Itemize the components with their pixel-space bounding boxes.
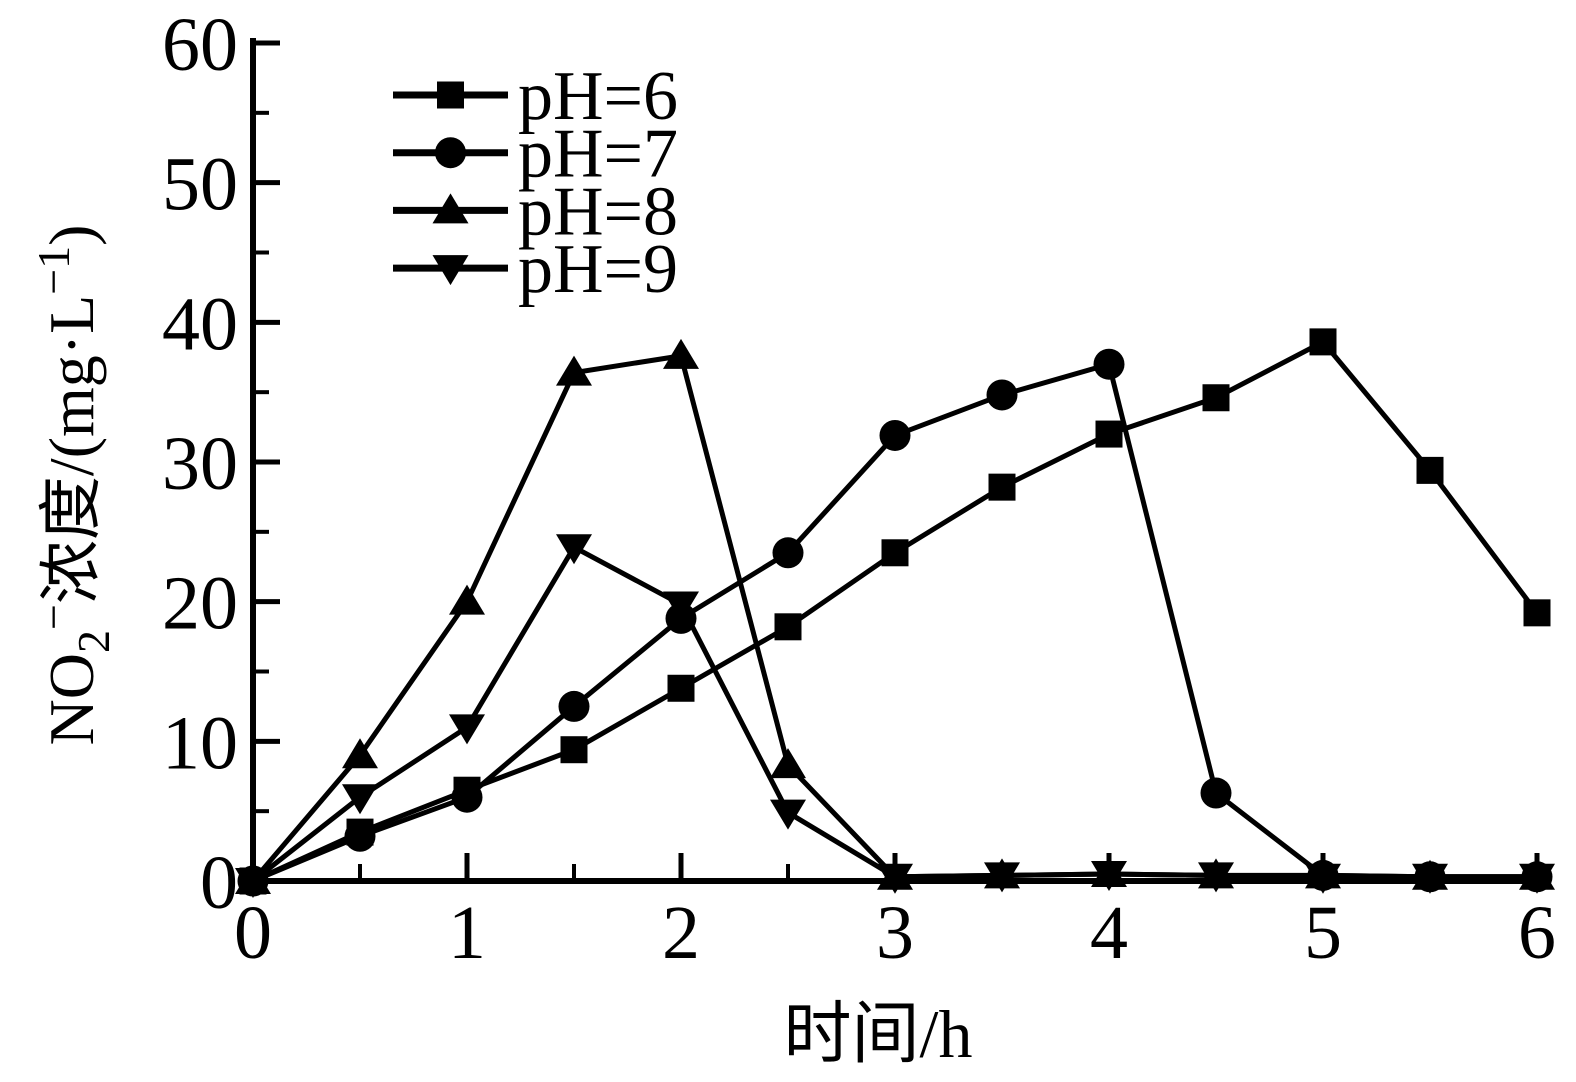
y-tick-label: 50 [162,143,238,227]
legend-label-pH=7: pH=7 [518,116,678,193]
marker-square [1416,456,1444,484]
marker-triangle-down [235,868,271,898]
marker-square [1523,599,1551,627]
marker-triangle-down [556,534,592,565]
marker-circle [344,820,376,852]
marker-triangle-down [1305,863,1341,894]
marker-square [774,613,802,641]
marker-triangle-up [663,338,699,369]
legend-label-pH=9: pH=9 [518,231,678,308]
legend-marker-square [437,81,464,109]
x-tick-label: 5 [1304,891,1342,975]
marker-square [560,736,588,764]
x-tick-label: 0 [234,891,272,975]
marker-circle [1200,777,1232,809]
x-axis-title: 时间/h [784,996,973,1072]
marker-square [881,539,909,567]
marker-triangle-down [1519,863,1555,894]
marker-triangle-up [342,738,378,769]
marker-triangle-down [984,862,1020,893]
marker-triangle-down [877,863,913,894]
y-tick-label: 30 [162,422,238,506]
marker-triangle-up [449,584,485,615]
marker-circle [879,419,911,451]
marker-square [1095,420,1123,448]
y-axis-title: NO2−浓度/(mg·L−1) [28,225,119,746]
legend-marker-triangle-down [432,255,469,286]
x-tick-label: 2 [662,891,700,975]
legend-label-pH=6: pH=6 [518,58,678,135]
legend-marker-circle [435,137,466,169]
x-tick-label: 6 [1518,891,1556,975]
marker-triangle-down [1412,863,1448,894]
y-tick-label: 60 [162,3,238,87]
marker-triangle-up [556,355,592,386]
y-tick-label: 40 [162,282,238,366]
x-tick-label: 3 [876,891,914,975]
x-tick-label: 1 [448,891,486,975]
marker-triangle-down [663,591,699,622]
marker-square [988,473,1016,501]
marker-square [667,674,695,702]
y-tick-label: 0 [200,841,238,925]
marker-circle [1093,348,1125,380]
y-tick-label: 20 [162,562,238,646]
legend-label-pH=8: pH=8 [518,173,678,250]
series-line-pH=9 [251,543,1537,883]
marker-triangle-down [342,784,378,815]
marker-circle [558,690,590,722]
marker-square [1309,328,1337,356]
marker-triangle-down [1198,862,1234,893]
marker-triangle-down [770,799,806,830]
marker-circle [772,537,804,569]
marker-triangle-up [770,748,806,779]
marker-triangle-down [1091,861,1127,892]
y-tick-label: 10 [162,701,238,785]
marker-circle [986,379,1018,411]
marker-triangle-down [449,714,485,745]
marker-square [1202,384,1230,412]
legend-marker-triangle-up [432,193,469,224]
x-tick-label: 4 [1090,891,1128,975]
marker-circle [451,781,483,813]
